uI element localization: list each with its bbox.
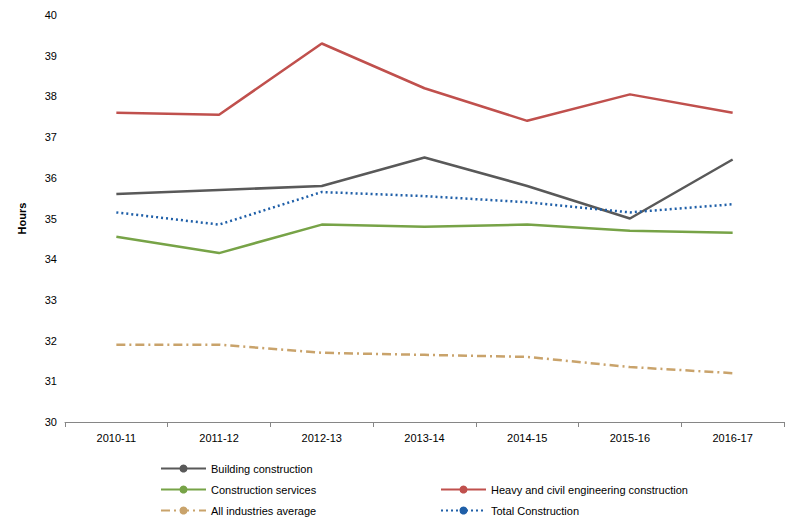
svg-text:35: 35 bbox=[45, 213, 57, 225]
svg-text:2016-17: 2016-17 bbox=[712, 432, 752, 444]
svg-text:38: 38 bbox=[45, 90, 57, 102]
svg-text:31: 31 bbox=[45, 375, 57, 387]
svg-text:All industries average: All industries average bbox=[211, 505, 316, 517]
svg-text:37: 37 bbox=[45, 131, 57, 143]
svg-text:32: 32 bbox=[45, 335, 57, 347]
svg-text:Construction services: Construction services bbox=[211, 484, 317, 496]
svg-text:2013-14: 2013-14 bbox=[404, 432, 444, 444]
svg-text:2015-16: 2015-16 bbox=[610, 432, 650, 444]
svg-text:39: 39 bbox=[45, 50, 57, 62]
svg-text:34: 34 bbox=[45, 253, 57, 265]
svg-text:Building construction: Building construction bbox=[211, 463, 313, 475]
svg-text:Total Construction: Total Construction bbox=[491, 505, 579, 517]
svg-text:2012-13: 2012-13 bbox=[302, 432, 342, 444]
svg-text:2011-12: 2011-12 bbox=[199, 432, 239, 444]
svg-text:2010-11: 2010-11 bbox=[97, 432, 137, 444]
svg-text:Heavy and civil engineering co: Heavy and civil engineering construction bbox=[491, 484, 688, 496]
svg-text:33: 33 bbox=[45, 294, 57, 306]
svg-text:36: 36 bbox=[45, 172, 57, 184]
svg-text:40: 40 bbox=[45, 9, 57, 21]
svg-text:30: 30 bbox=[45, 416, 57, 428]
svg-text:Hours: Hours bbox=[16, 203, 28, 235]
svg-text:2014-15: 2014-15 bbox=[507, 432, 547, 444]
